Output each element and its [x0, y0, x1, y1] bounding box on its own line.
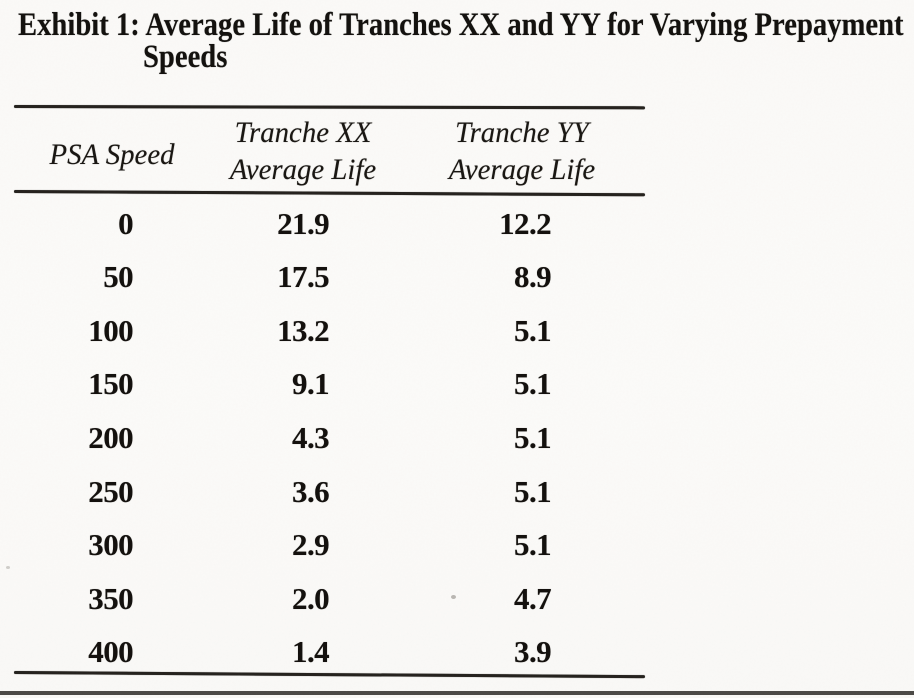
table-row: 400 1.4 3.9: [0, 635, 914, 668]
table-row: 50 17.5 8.9: [0, 260, 914, 293]
scan-speck: [451, 595, 456, 599]
tranche-xx-cell: 1.4: [292, 634, 330, 670]
tranche-yy-cell: 5.1: [514, 419, 552, 455]
psa-speed-cell: 300: [88, 527, 133, 563]
table-row: 100 13.2 5.1: [0, 314, 914, 347]
table-row: 300 2.9 5.1: [0, 528, 914, 561]
tranche-yy-cell: 5.1: [514, 366, 552, 402]
tranche-xx-cell: 21.9: [277, 205, 329, 241]
tranche-xx-cell: 2.0: [292, 580, 330, 616]
tranche-yy-cell: 8.9: [514, 259, 552, 295]
table-row: 250 3.6 5.1: [0, 475, 914, 508]
table-row: 350 2.0 4.7: [0, 582, 914, 615]
tranche-yy-cell: 12.2: [499, 205, 551, 241]
tranche-yy-cell: 5.1: [514, 527, 552, 563]
tranche-yy-cell: 5.1: [514, 312, 552, 348]
psa-speed-cell: 400: [88, 634, 133, 670]
tranche-yy-cell: 4.7: [514, 580, 552, 616]
psa-speed-cell: 0: [118, 205, 134, 241]
psa-speed-cell: 150: [88, 366, 133, 402]
scan-speck: [6, 566, 10, 569]
psa-speed-cell: 350: [88, 580, 133, 616]
table-row: 200 4.3 5.1: [0, 421, 914, 454]
table-row: 150 9.1 5.1: [0, 367, 914, 400]
tranche-xx-cell: 2.9: [292, 527, 330, 563]
tranche-xx-cell: 9.1: [292, 366, 330, 402]
table-row: 0 21.9 12.2: [0, 207, 914, 240]
psa-speed-cell: 200: [88, 419, 133, 455]
tranche-yy-cell: 5.1: [514, 473, 552, 509]
tranche-yy-cell: 3.9: [514, 634, 552, 670]
psa-speed-cell: 50: [103, 259, 133, 295]
psa-speed-cell: 100: [88, 312, 133, 348]
tranche-xx-cell: 13.2: [277, 312, 329, 348]
tranche-xx-cell: 3.6: [292, 473, 330, 509]
psa-speed-cell: 250: [88, 473, 133, 509]
tranche-xx-cell: 17.5: [277, 259, 329, 295]
scan-edge-bar: [0, 691, 914, 695]
tranche-xx-cell: 4.3: [292, 419, 330, 455]
